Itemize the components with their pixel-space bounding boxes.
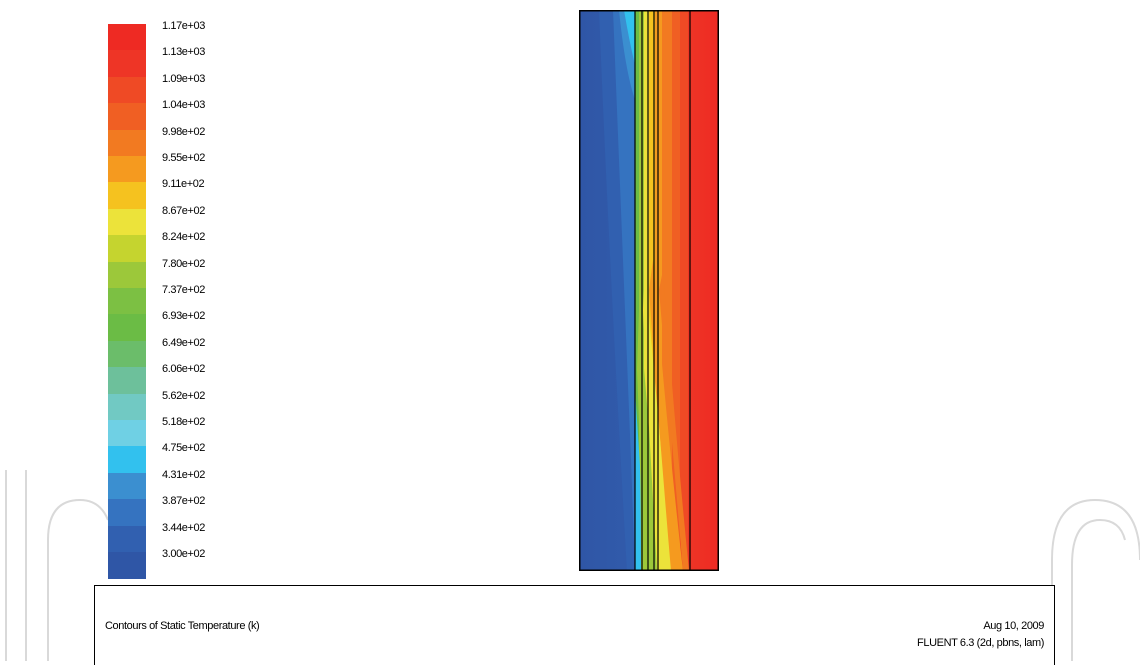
colorbar-swatch <box>108 156 146 183</box>
colorbar-label: 9.55e+02 <box>162 152 205 164</box>
colorbar-label: 3.00e+02 <box>162 548 205 560</box>
colorbar-label: 7.80e+02 <box>162 257 205 270</box>
colorbar-label: 3.44e+02 <box>162 521 205 534</box>
colorbar-label: 6.06e+02 <box>162 363 205 376</box>
colorbar-label: 8.67e+02 <box>162 204 205 217</box>
colorbar-legend: 1.17e+03 1.13e+03 1.09e+03 1.04e+03 9.98e+02… <box>108 20 308 579</box>
colorbar-swatch <box>108 76 146 104</box>
colorbar-swatch <box>108 235 146 263</box>
colorbar-swatch <box>108 420 146 447</box>
colorbar-swatch <box>108 552 146 579</box>
colorbar-swatch <box>108 208 146 236</box>
colorbar-swatch <box>108 367 146 395</box>
colorbar-label: 9.11e+02 <box>162 178 205 191</box>
solver-info: FLUENT 6.3 (2d, pbns, lam) <box>917 637 1044 649</box>
domain-border <box>579 10 719 571</box>
colorbar-label: 6.93e+02 <box>162 310 205 323</box>
colorbar-label: 1.17e+03 <box>162 20 205 32</box>
colorbar-swatch <box>108 472 146 500</box>
colorbar-swatch <box>108 24 146 51</box>
colorbar-label: 4.31e+02 <box>162 468 205 481</box>
colorbar-swatch <box>108 446 146 474</box>
colorbar-swatch <box>108 525 146 553</box>
interface-lines <box>634 10 691 571</box>
colorbar-label: 1.09e+03 <box>162 72 205 85</box>
colorbar-swatch <box>108 182 146 210</box>
colorbar-swatch <box>108 129 146 157</box>
colorbar-label: 5.18e+02 <box>162 416 205 428</box>
colorbar-swatch <box>108 288 146 315</box>
plot-title: Contours of Static Temperature (k) <box>105 620 260 632</box>
colorbar-label: 1.13e+03 <box>162 46 205 59</box>
temperature-contour-domain <box>579 10 719 571</box>
plot-date: Aug 10, 2009 <box>983 620 1044 632</box>
colorbar-label: 8.24e+02 <box>162 231 205 244</box>
colorbar-swatch <box>108 50 146 78</box>
contour-fill <box>579 10 719 571</box>
colorbar-label: 7.37e+02 <box>162 284 205 296</box>
colorbar-label: 1.04e+03 <box>162 99 205 112</box>
colorbar-label: 6.49e+02 <box>162 336 205 349</box>
colorbar-swatch <box>108 340 146 368</box>
colorbar-label: 4.75e+02 <box>162 442 205 455</box>
colorbar-swatch <box>108 393 146 421</box>
colorbar-swatch <box>108 261 146 289</box>
colorbar-label: 5.62e+02 <box>162 389 205 402</box>
colorbar-label: 3.87e+02 <box>162 495 205 508</box>
colorbar-label: 9.98e+02 <box>162 125 205 138</box>
colorbar-swatch <box>108 314 146 342</box>
colorbar-swatch <box>108 499 146 527</box>
colorbar-swatch <box>108 103 146 131</box>
plot-title-box: Contours of Static Temperature (k) Aug 1… <box>94 585 1055 665</box>
